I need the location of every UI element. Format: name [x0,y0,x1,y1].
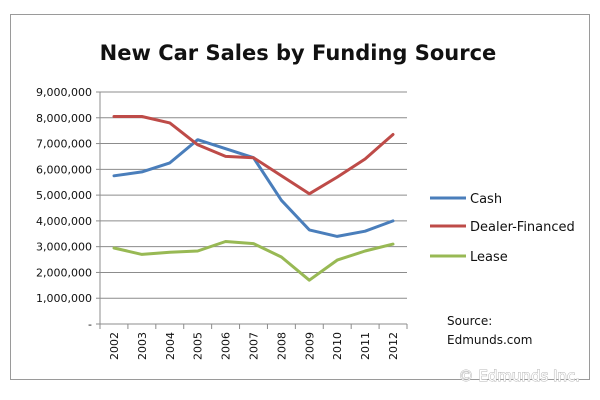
x-tick-label: 2005 [192,332,205,360]
legend-label-cash: Cash [470,192,502,207]
y-tick-label: - [88,318,92,331]
legend-label-lease: Lease [470,250,508,265]
y-tick-label: 6,000,000 [36,163,92,176]
x-tick-label: 2008 [275,332,288,360]
gridlines [100,91,407,299]
x-tick-label: 2010 [331,332,344,360]
y-tick-label: 4,000,000 [36,215,92,228]
x-axis-ticks: 2002 2003 2004 2005 2006 2007 2008 2009 2010 2011… [99,324,408,360]
x-tick-label: 2009 [303,332,316,360]
x-tick-label: 2012 [387,332,400,360]
legend-label-dealer-financed: Dealer-Financed [470,220,575,235]
series-lines [112,115,395,282]
source-value: Edmunds.com [447,333,532,347]
y-tick-label: 7,000,000 [36,138,92,151]
y-tick-label: 8,000,000 [36,112,92,125]
axes [99,92,407,325]
chart-frame [10,14,590,380]
series-line-cash [112,138,395,238]
y-tick-label: 2,000,000 [36,266,92,279]
x-tick-label: 2011 [359,332,372,360]
x-tick-label: 2004 [164,332,177,360]
series-line-dealer-financed [112,115,395,196]
legend: Cash Dealer-Financed Lease [430,192,575,265]
y-tick-label: 5,000,000 [36,189,92,202]
chart-title: New Car Sales by Funding Source [100,41,497,65]
watermark: © Edmunds Inc. [459,367,580,385]
series-line-lease [112,240,395,282]
y-tick-label: 9,000,000 [36,86,92,99]
y-axis-ticks: - 1,000,000 2,000,000 3,000,000 4,000,000 5,0… [36,86,100,331]
x-tick-label: 2006 [220,332,233,360]
y-tick-label: 3,000,000 [36,241,92,254]
x-tick-label: 2003 [136,332,149,360]
y-tick-label: 1,000,000 [36,292,92,305]
source-label: Source: [447,314,492,328]
x-tick-label: 2002 [108,332,121,360]
x-tick-label: 2007 [248,332,261,360]
